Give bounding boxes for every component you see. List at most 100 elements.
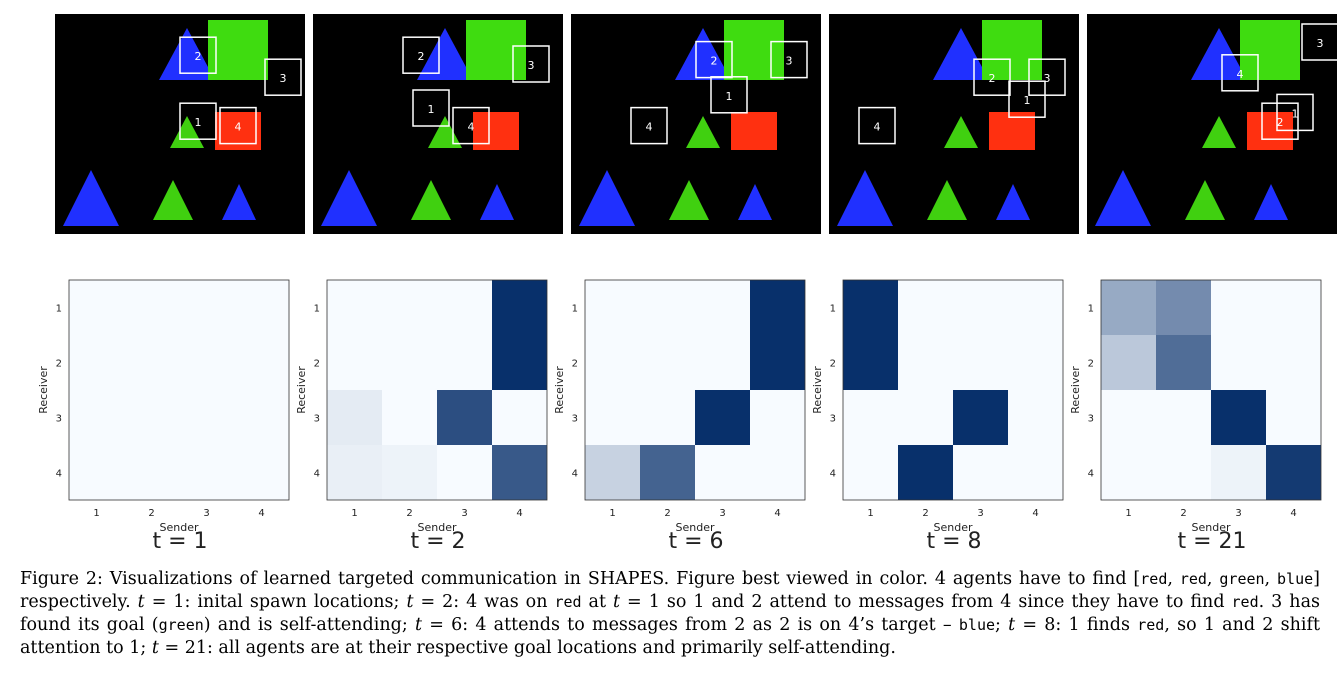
- x-axis-label: Sender: [676, 521, 715, 534]
- plot-frame: [842, 279, 1064, 501]
- x-tick-label: 4: [774, 508, 780, 519]
- heatmap-cell: [585, 445, 640, 500]
- y-axis-label: Receiver: [1069, 366, 1082, 414]
- caption-text: ,: [1167, 569, 1180, 589]
- heatmap-cell: [382, 390, 437, 445]
- x-tick-label: 3: [203, 508, 209, 519]
- heatmap-cell: [640, 390, 695, 445]
- red-square-shape: [989, 112, 1035, 150]
- caption-text: = 21: all agents are at their respective…: [158, 638, 896, 658]
- x-tick-label: 2: [922, 508, 928, 519]
- y-tick-label: 4: [314, 469, 320, 480]
- agent-box: [402, 36, 440, 74]
- heatmap-cell: [492, 445, 547, 500]
- caption-text: = 1: inital spawn locations;: [144, 592, 407, 612]
- caption-text: . 3 has found its goal (: [20, 592, 1320, 635]
- attention-heatmap: 1 2 3 4 1 2 3 4 Sender Receiver: [1069, 279, 1322, 534]
- heatmap-cell: [437, 390, 492, 445]
- heatmap-cell: [750, 335, 805, 390]
- triangle-shape: [933, 28, 989, 80]
- time-label: t = 6: [668, 529, 724, 554]
- caption-code: red: [554, 593, 582, 611]
- y-tick-label: 3: [314, 414, 320, 425]
- caption-variable: t: [406, 592, 414, 612]
- x-axis-label: Sender: [160, 521, 199, 534]
- heatmap-cell: [953, 335, 1008, 390]
- triangle-shape: [480, 184, 514, 220]
- heatmap-cell: [1101, 335, 1156, 390]
- heatmap-cell: [585, 280, 640, 335]
- triangle-shape: [738, 184, 772, 220]
- agent-label: 4: [646, 121, 653, 134]
- heatmap-cell: [1008, 445, 1063, 500]
- agent-label: 2: [418, 50, 425, 63]
- y-tick-label: 2: [830, 359, 836, 370]
- triangle-shape: [417, 28, 473, 80]
- heatmap-cell: [69, 390, 124, 445]
- x-tick-label: 1: [351, 508, 357, 519]
- agent-box: [695, 40, 733, 79]
- triangle-shape: [222, 184, 256, 220]
- heatmap-cell: [492, 335, 547, 390]
- agent-box: [858, 106, 896, 145]
- plot-frame: [584, 279, 806, 501]
- x-tick-label: 1: [867, 508, 873, 519]
- agent-label: 2: [711, 55, 718, 68]
- x-tick-label: 3: [719, 508, 725, 519]
- time-label: t = 8: [926, 529, 982, 554]
- heatmap-cell: [382, 445, 437, 500]
- green-square-shape: [466, 20, 526, 80]
- x-tick-label: 2: [1180, 508, 1186, 519]
- y-tick-label: 3: [572, 414, 578, 425]
- heatmap-cell: [898, 445, 953, 500]
- heatmap-cell: [1101, 445, 1156, 500]
- agent-label: 1: [1024, 94, 1031, 107]
- heatmap-cell: [1156, 390, 1211, 445]
- caption-text: at: [581, 592, 614, 612]
- agent-box: [1008, 80, 1046, 118]
- x-tick-label: 2: [406, 508, 412, 519]
- triangle-shape: [1185, 180, 1225, 220]
- caption-text: Figure 2: Visualizations of learned targ…: [20, 569, 1141, 589]
- y-tick-label: 2: [1088, 359, 1094, 370]
- caption-text: ] respectively.: [20, 569, 1320, 612]
- triangle-shape: [170, 116, 204, 148]
- triangle-shape: [159, 28, 215, 80]
- x-tick-label: 4: [516, 508, 522, 519]
- agent-label: 4: [874, 121, 881, 134]
- y-tick-label: 1: [830, 304, 836, 315]
- heatmap-cell: [843, 280, 898, 335]
- heatmap-cell: [179, 390, 234, 445]
- heatmap-cell: [640, 335, 695, 390]
- agent-box: [1221, 54, 1259, 92]
- attention-heatmap: 1 2 3 4 1 2 3 4 Sender Receiver: [37, 279, 290, 534]
- y-tick-label: 3: [56, 414, 62, 425]
- heatmap-cell: [492, 280, 547, 335]
- caption-text: = 1 so 1 and 2 attend to messages from 4…: [620, 592, 1232, 612]
- y-tick-label: 1: [1088, 304, 1094, 315]
- agent-box: [1276, 93, 1314, 132]
- heatmap-cell: [695, 335, 750, 390]
- x-tick-label: 3: [977, 508, 983, 519]
- caption-text: , so 1 and 2 shift attention to 1;: [20, 615, 1320, 658]
- red-square-shape: [731, 112, 777, 150]
- caption-code: blue: [958, 616, 996, 634]
- heatmap-cell: [1211, 335, 1266, 390]
- heatmap-cell: [1211, 280, 1266, 335]
- heatmap-cell: [234, 280, 289, 335]
- caption-variable: t: [137, 592, 145, 612]
- heatmap-cell: [179, 335, 234, 390]
- heatmap-cell: [1008, 335, 1063, 390]
- caption-code: blue: [1277, 570, 1314, 588]
- agent-box: [179, 36, 217, 74]
- time-label: t = 2: [410, 529, 466, 554]
- x-tick-label: 1: [1125, 508, 1131, 519]
- heatmap-cell: [585, 390, 640, 445]
- agent-label: 2: [195, 50, 202, 63]
- triangle-shape: [669, 180, 709, 220]
